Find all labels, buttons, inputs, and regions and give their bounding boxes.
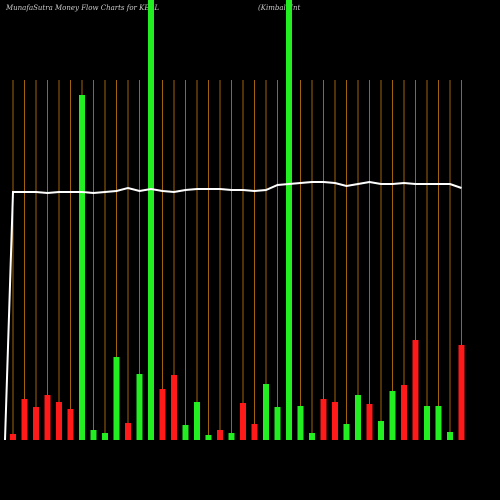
bar [274, 407, 281, 440]
bar [332, 402, 338, 440]
money-flow-line [4, 180, 462, 441]
bar [297, 406, 304, 440]
bar [389, 391, 396, 440]
bar [205, 435, 212, 440]
bar [435, 406, 442, 440]
bar [125, 423, 131, 440]
bar [44, 395, 51, 440]
bar [67, 409, 74, 440]
chart-title: MunafaSutra Money Flow Charts for KBAL [5, 4, 160, 12]
bar [320, 399, 327, 440]
bar [401, 385, 407, 440]
bar [286, 0, 292, 440]
bar [217, 430, 223, 440]
bar [343, 424, 350, 440]
bar [240, 403, 246, 440]
bar [355, 395, 361, 440]
bar [33, 407, 39, 440]
bar [228, 433, 235, 440]
bar [159, 389, 166, 440]
bar [79, 95, 85, 440]
bar [366, 404, 373, 440]
bar [182, 425, 189, 440]
bar [378, 421, 384, 440]
bar [56, 402, 62, 440]
bar [412, 340, 419, 440]
bar [113, 357, 120, 440]
chart-subtitle: (Kimball Int [258, 4, 300, 12]
bar [10, 434, 16, 440]
bar [458, 345, 465, 440]
bar [102, 433, 108, 440]
bar [424, 406, 430, 440]
bar [194, 402, 200, 440]
bar [309, 433, 315, 440]
bar [90, 430, 97, 440]
bar [263, 384, 269, 440]
bar [447, 432, 453, 440]
bar [21, 399, 28, 440]
bar [148, 0, 154, 440]
bar [251, 424, 258, 440]
bar [171, 375, 177, 440]
bar [136, 374, 143, 440]
